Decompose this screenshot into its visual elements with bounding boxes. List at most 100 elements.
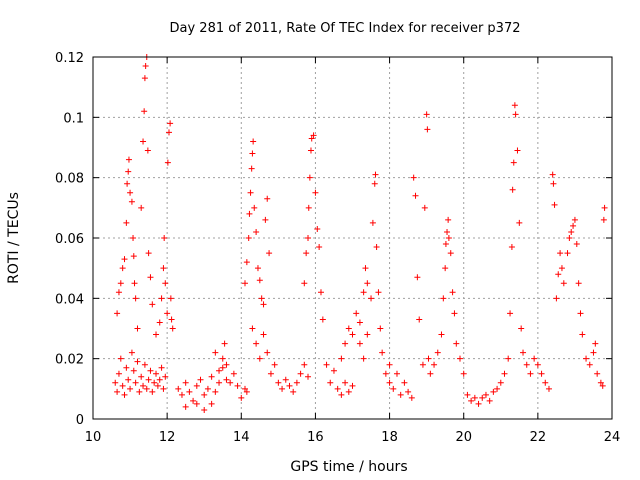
data-point: [201, 391, 208, 398]
data-point: [134, 358, 141, 365]
data-point: [190, 397, 197, 404]
data-point: [149, 388, 156, 395]
data-point: [208, 373, 215, 380]
data-point: [600, 216, 607, 223]
data-point: [416, 316, 423, 323]
data-point: [451, 310, 458, 317]
plot-frame: [92, 56, 613, 420]
y-tick-label: 0.04: [55, 292, 84, 307]
data-point: [121, 256, 128, 263]
data-point: [405, 388, 412, 395]
data-point: [156, 319, 163, 326]
data-point: [161, 235, 168, 241]
data-point: [371, 180, 378, 187]
x-tick-label: 24: [604, 430, 621, 445]
data-point: [577, 310, 584, 317]
x-tick-label: 12: [159, 430, 176, 445]
data-point: [592, 340, 599, 347]
data-point: [573, 241, 580, 248]
data-point: [241, 280, 248, 287]
data-point: [145, 376, 152, 383]
data-point: [162, 280, 169, 287]
data-point: [151, 379, 158, 386]
data-point: [330, 367, 337, 374]
data-point: [216, 367, 223, 374]
data-point: [368, 295, 375, 302]
data-point: [260, 301, 267, 308]
data-point: [212, 388, 219, 395]
data-point: [221, 340, 228, 347]
data-point: [360, 355, 367, 362]
data-point: [538, 370, 545, 377]
y-tick-label: 0.08: [55, 172, 84, 187]
data-point: [397, 391, 404, 398]
data-point: [119, 265, 126, 272]
x-tick-label: 14: [233, 430, 250, 445]
data-point: [140, 138, 147, 145]
data-point: [421, 204, 428, 211]
data-point: [497, 379, 504, 386]
data-point: [130, 367, 137, 374]
x-axis-label: GPS time / hours: [290, 459, 407, 475]
data-point: [249, 150, 256, 157]
data-point: [518, 325, 525, 332]
data-point: [349, 382, 356, 389]
data-point: [444, 228, 451, 235]
data-point: [243, 388, 250, 395]
data-point: [167, 120, 174, 127]
data-point: [112, 379, 119, 386]
data-point: [156, 376, 163, 383]
data-point: [379, 349, 386, 356]
data-point: [575, 280, 582, 287]
data-point: [494, 385, 501, 392]
x-tick-label: 20: [455, 430, 472, 445]
data-point: [121, 391, 128, 398]
data-point: [230, 370, 237, 377]
data-point: [141, 361, 148, 368]
data-point: [571, 216, 578, 223]
data-point: [372, 171, 379, 178]
y-tick-label: 0: [76, 413, 84, 428]
data-point: [471, 394, 478, 401]
data-point: [323, 361, 330, 368]
data-point: [158, 295, 165, 302]
data-point: [141, 108, 148, 115]
data-point: [168, 316, 175, 323]
data-point: [247, 189, 254, 196]
data-point: [267, 370, 274, 377]
data-point: [158, 364, 165, 371]
data-point: [410, 174, 417, 181]
data-point: [375, 289, 382, 296]
data-point: [275, 379, 282, 386]
data-point: [527, 370, 534, 377]
data-point: [264, 349, 271, 356]
data-point: [440, 295, 447, 302]
data-point: [414, 274, 421, 281]
data-point: [138, 373, 145, 380]
data-point: [427, 370, 434, 377]
data-point: [123, 364, 130, 371]
data-point: [303, 250, 310, 257]
data-point: [501, 370, 508, 377]
x-tick-label: 10: [85, 430, 102, 445]
data-point: [256, 355, 263, 362]
data-point: [449, 289, 456, 296]
data-point: [119, 382, 126, 389]
data-point: [197, 376, 204, 383]
data-point: [256, 277, 263, 284]
data-point: [234, 382, 241, 389]
data-point: [345, 325, 352, 332]
data-point: [136, 388, 143, 395]
data-point: [223, 376, 230, 383]
data-point: [514, 147, 521, 154]
data-point: [123, 219, 130, 226]
data-point: [362, 265, 369, 272]
data-point: [408, 394, 415, 401]
y-tick-label: 0.02: [55, 353, 84, 368]
data-point: [208, 400, 215, 407]
data-point: [212, 349, 219, 356]
data-point: [260, 331, 267, 338]
data-point: [128, 198, 135, 205]
data-point: [549, 171, 556, 178]
